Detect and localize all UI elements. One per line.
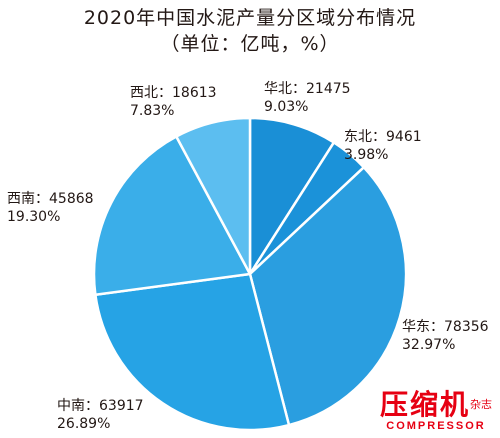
label-percent: 19.30% bbox=[7, 209, 61, 225]
label-huabei: 华北：21475 9.03% bbox=[264, 81, 351, 115]
pie-slice-4 bbox=[92, 135, 252, 297]
label-name: 华东 bbox=[402, 319, 430, 335]
chart-title: 2020年中国水泥产量分区域分布情况 bbox=[83, 7, 417, 29]
label-value: 63917 bbox=[99, 398, 144, 414]
magazine-logo: 压缩机杂志 COMPRESSOR bbox=[379, 388, 492, 433]
label-percent: 3.98% bbox=[344, 147, 389, 163]
label-value: 9461 bbox=[386, 129, 422, 145]
label-dongbei: 东北：9461 3.98% bbox=[344, 129, 422, 163]
label-name: 华北 bbox=[264, 81, 292, 97]
label-xinan: 西南：45868 19.30% bbox=[7, 191, 94, 225]
label-huadong: 华东：78356 32.97% bbox=[402, 319, 489, 353]
pie-slice-5 bbox=[175, 116, 252, 276]
label-name: 东北 bbox=[344, 129, 372, 145]
label-value: 21475 bbox=[306, 81, 351, 97]
label-percent: 26.89% bbox=[57, 416, 111, 432]
label-name: 中南 bbox=[57, 398, 85, 414]
label-value: 78356 bbox=[444, 319, 489, 335]
label-value: 45868 bbox=[49, 191, 94, 207]
chart-subtitle: （单位：亿吨，%） bbox=[160, 33, 340, 55]
label-percent: 7.83% bbox=[130, 103, 175, 119]
pie-slice-0 bbox=[248, 116, 336, 276]
logo-chinese: 压缩机杂志 bbox=[379, 388, 492, 421]
label-percent: 9.03% bbox=[264, 99, 309, 115]
label-xibei: 西北：18613 7.83% bbox=[130, 85, 217, 119]
label-value: 18613 bbox=[172, 85, 217, 101]
pie-slice-3 bbox=[94, 272, 291, 432]
label-name: 西北 bbox=[130, 85, 158, 101]
label-percent: 32.97% bbox=[402, 337, 456, 353]
pie-slice-2 bbox=[248, 166, 408, 427]
logo-english: COMPRESSOR bbox=[386, 420, 486, 432]
label-name: 西南 bbox=[7, 191, 35, 207]
label-zhongnan: 中南：63917 26.89% bbox=[57, 398, 144, 432]
